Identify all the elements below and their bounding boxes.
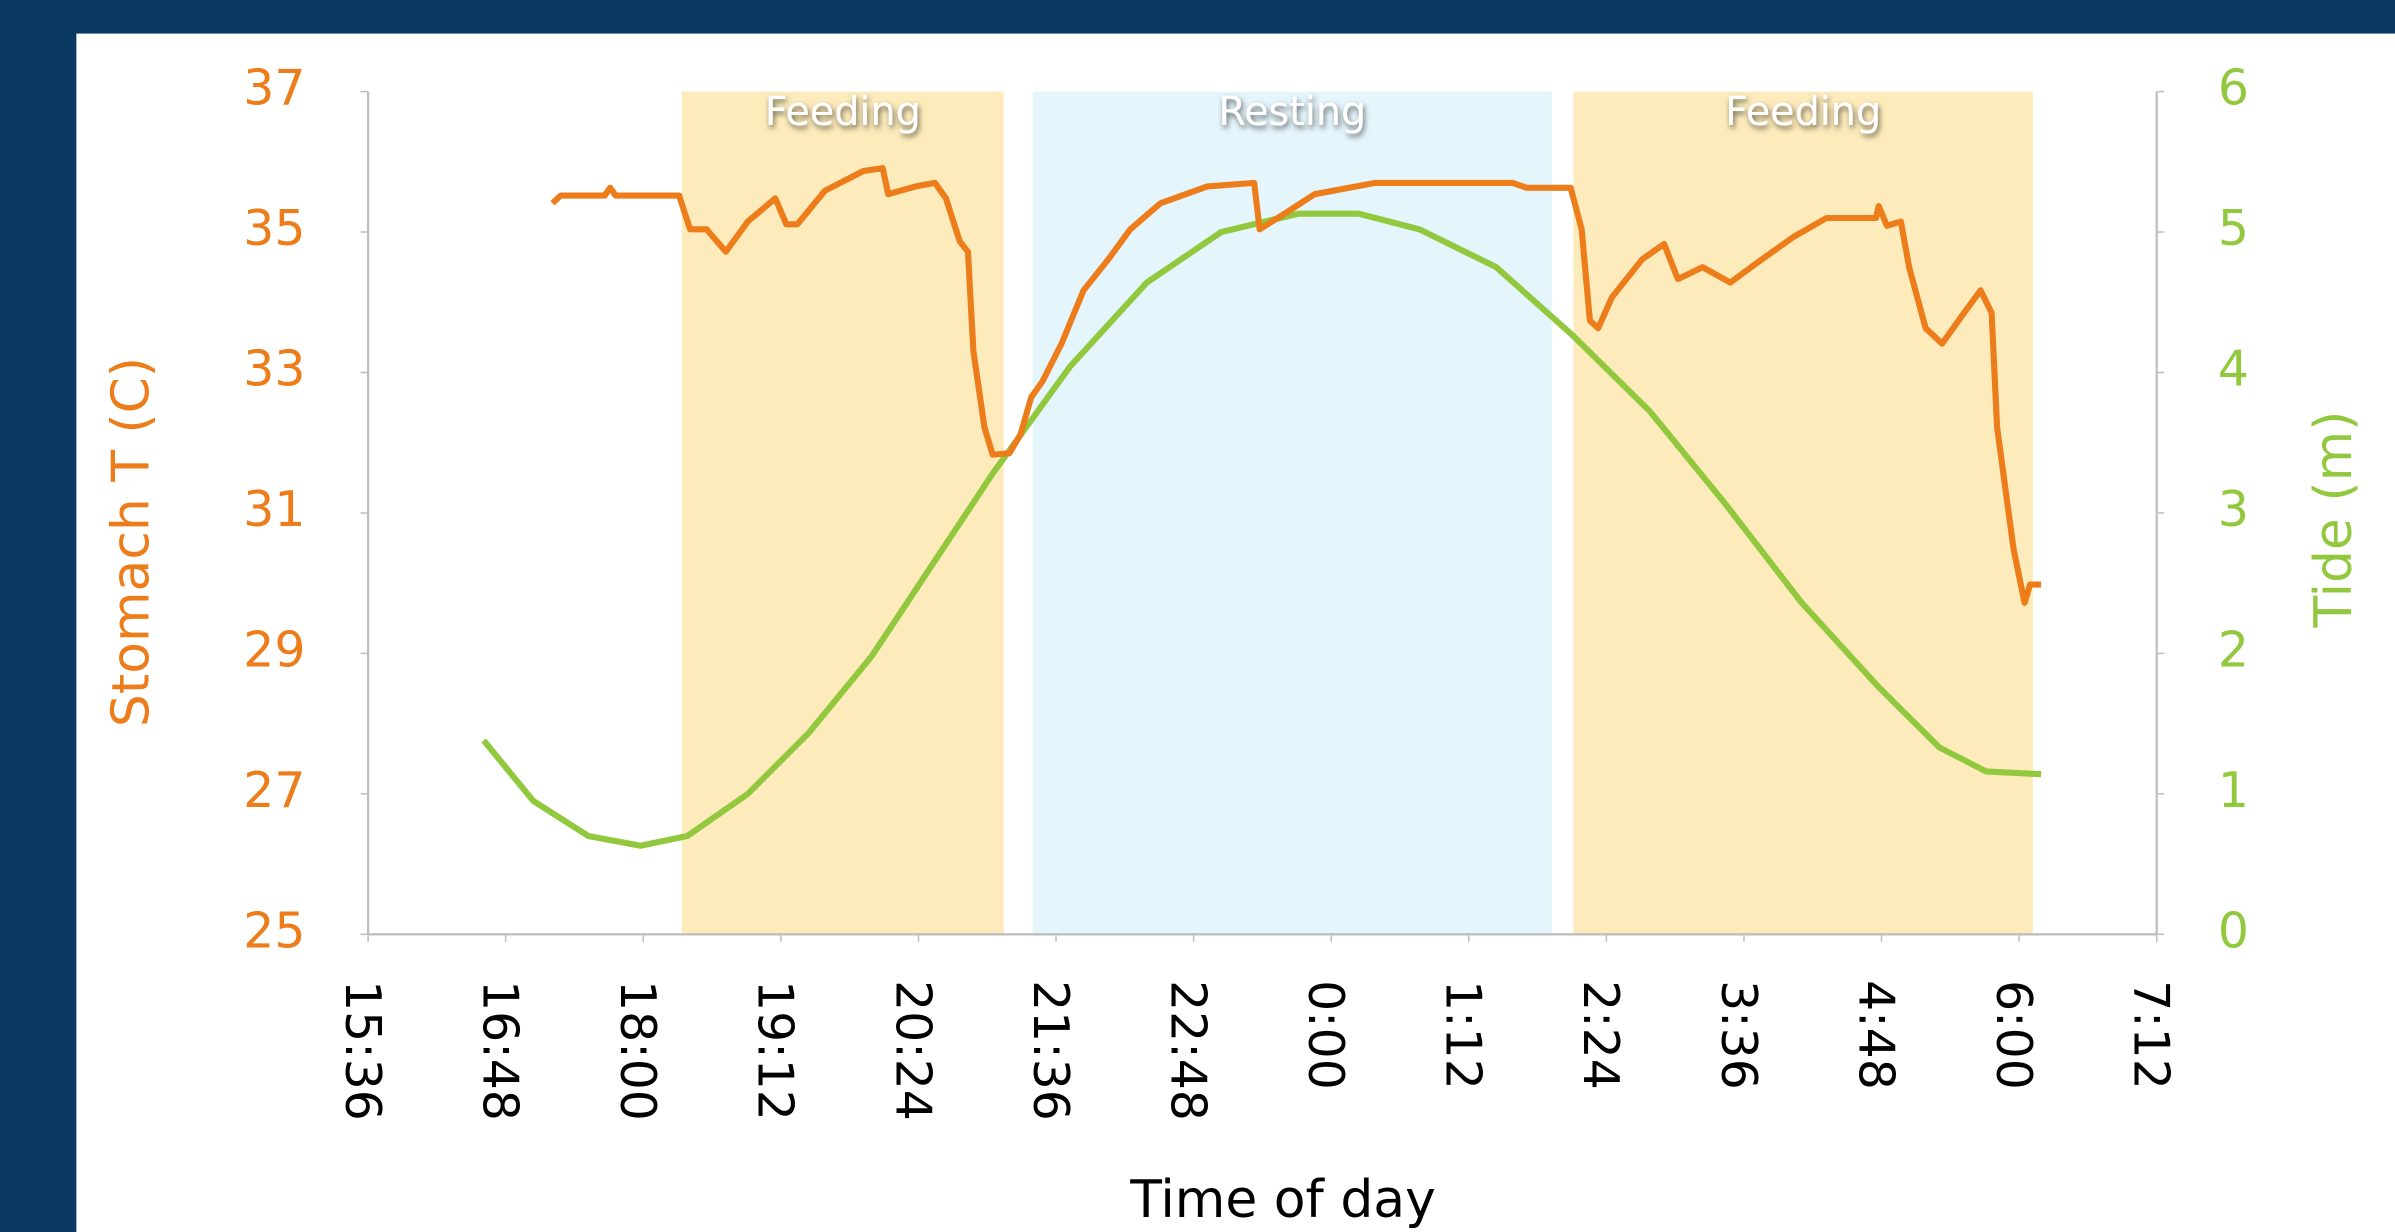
band-label: Resting	[1218, 89, 1366, 135]
y2-tick-label: 3	[2218, 481, 2249, 538]
y-tick-label: 33	[243, 341, 305, 398]
y2-tick-label: 1	[2218, 762, 2249, 819]
band-label: Feeding	[1725, 89, 1881, 135]
x-tick-label: 21:36	[1022, 980, 1079, 1121]
x-axis-title: Time of day	[1129, 1170, 1436, 1230]
band	[1032, 91, 1552, 935]
y-tick-label: 25	[243, 902, 305, 959]
y2-tick-label: 6	[2218, 60, 2249, 117]
x-tick-label: 16:48	[472, 980, 529, 1121]
band	[681, 91, 1004, 935]
x-tick-label: 2:24	[1572, 980, 1629, 1090]
y2-tick-label: 4	[2218, 341, 2249, 398]
y-tick-label: 29	[243, 621, 305, 678]
x-tick-label: 22:48	[1159, 980, 1216, 1121]
series-line	[481, 210, 2042, 849]
x-tick-label: 3:36	[1710, 980, 1767, 1090]
y2-axis-title: Tide (m)	[2304, 411, 2364, 629]
y-tick-label: 35	[243, 200, 305, 257]
y2-tick-label: 2	[2218, 621, 2249, 678]
x-tick-label: 0:00	[1297, 980, 1354, 1090]
y-tick-label: 27	[243, 762, 305, 819]
band-label: Feeding	[765, 89, 921, 135]
x-tick-label: 19:12	[747, 980, 804, 1121]
y-tick-label: 31	[243, 481, 305, 538]
x-tick-label: 4:48	[1847, 980, 1904, 1090]
series-line	[550, 165, 2042, 606]
y-tick-label: 37	[243, 60, 305, 117]
band	[1573, 91, 2033, 935]
x-tick-label: 18:00	[609, 980, 666, 1121]
y-axis-title: Stomach T (C)	[101, 357, 161, 727]
x-tick-label: 1:12	[1435, 980, 1492, 1090]
y2-tick-label: 0	[2218, 902, 2249, 959]
x-tick-label: 7:12	[2123, 980, 2180, 1090]
y2-tick-label: 5	[2218, 200, 2249, 257]
x-tick-label: 15:36	[334, 980, 391, 1121]
x-tick-label: 20:24	[884, 980, 941, 1121]
x-tick-label: 6:00	[1985, 980, 2042, 1090]
